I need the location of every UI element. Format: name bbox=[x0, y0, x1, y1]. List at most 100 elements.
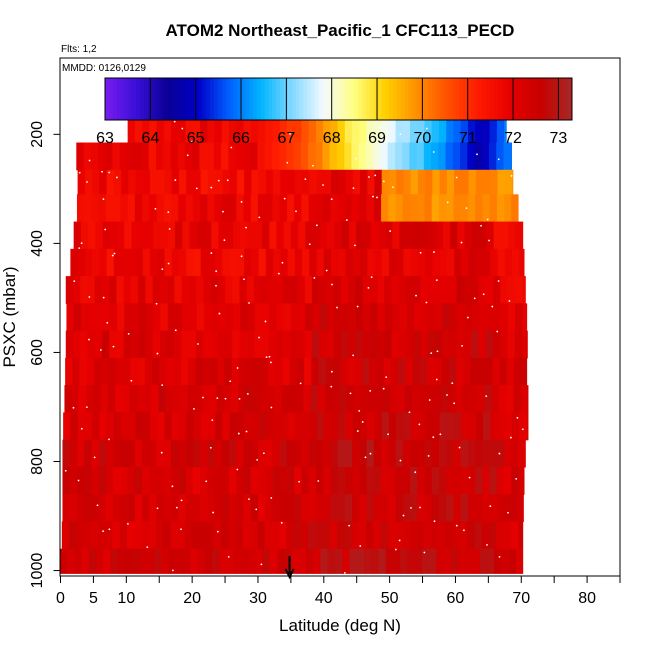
heatmap-cell bbox=[514, 330, 523, 359]
heatmap-cell bbox=[434, 357, 443, 386]
heatmap-cell bbox=[467, 142, 476, 171]
heatmap-cell bbox=[470, 357, 479, 386]
heatmap-cell bbox=[323, 412, 332, 441]
heatmap-cell bbox=[449, 330, 458, 359]
heatmap-cell bbox=[257, 466, 266, 495]
heatmap-cell bbox=[294, 439, 303, 468]
heatmap-cell bbox=[316, 169, 325, 195]
heatmap-cell bbox=[460, 521, 468, 550]
heatmap-cell bbox=[117, 221, 125, 250]
colorbar-frame bbox=[104, 77, 573, 121]
heatmap-cell bbox=[106, 412, 115, 441]
heatmap-cell bbox=[348, 221, 357, 250]
heatmap-cell bbox=[489, 115, 498, 144]
heatmap-cell bbox=[200, 169, 209, 195]
data-point bbox=[322, 184, 324, 186]
heatmap-cell bbox=[421, 303, 430, 332]
colorbar-segment bbox=[400, 78, 406, 120]
heatmap-cell bbox=[424, 115, 433, 144]
heatmap-cell bbox=[511, 439, 520, 468]
heatmap-cell bbox=[273, 248, 281, 277]
heatmap-cell bbox=[342, 548, 351, 574]
colorbar-segment bbox=[322, 78, 328, 120]
heatmap-cell bbox=[62, 466, 71, 495]
heatmap-cell bbox=[294, 115, 303, 144]
heatmap-cell bbox=[361, 385, 370, 414]
colorbar-segment bbox=[560, 78, 565, 120]
heatmap-cell bbox=[304, 357, 312, 386]
heatmap-cell bbox=[102, 221, 111, 250]
colorbar-segment bbox=[350, 78, 355, 120]
heatmap-cell bbox=[490, 248, 499, 277]
heatmap-cell bbox=[286, 439, 295, 468]
heatmap-cell bbox=[135, 169, 144, 195]
heatmap-cell bbox=[251, 169, 260, 195]
data-point bbox=[304, 178, 307, 181]
heatmap-cell bbox=[293, 521, 302, 550]
data-point bbox=[167, 211, 170, 214]
heatmap-cell bbox=[194, 385, 203, 414]
heatmap-cell bbox=[84, 412, 93, 441]
heatmap-cell bbox=[63, 412, 71, 441]
heatmap-cell bbox=[156, 194, 165, 223]
heatmap-cell bbox=[290, 303, 299, 332]
data-point bbox=[382, 387, 385, 390]
heatmap-cell bbox=[286, 142, 295, 171]
heatmap-cell bbox=[153, 303, 162, 332]
heatmap-cell bbox=[265, 248, 274, 277]
heatmap-cell bbox=[148, 521, 157, 550]
heatmap-cell bbox=[175, 548, 184, 574]
heatmap-cell bbox=[327, 221, 335, 250]
heatmap-cell bbox=[149, 439, 158, 468]
heatmap-cell bbox=[352, 412, 361, 441]
heatmap-cell bbox=[431, 466, 440, 495]
data-point bbox=[255, 508, 258, 511]
data-point bbox=[172, 569, 174, 572]
colorbar-tick-label: 65 bbox=[187, 130, 205, 147]
heatmap-cell bbox=[365, 521, 374, 550]
heatmap-cell bbox=[323, 494, 331, 523]
heatmap-cell bbox=[492, 330, 501, 359]
heatmap-cell bbox=[192, 142, 200, 171]
heatmap-cell bbox=[475, 439, 484, 468]
heatmap-cell bbox=[214, 115, 223, 144]
heatmap-cell bbox=[489, 142, 497, 171]
data-point bbox=[436, 350, 439, 353]
data-point bbox=[446, 394, 448, 396]
heatmap-cell bbox=[171, 494, 179, 523]
heatmap-cell bbox=[121, 169, 129, 195]
heatmap-cell bbox=[512, 169, 514, 195]
heatmap-cell bbox=[334, 548, 343, 574]
heatmap-cell bbox=[171, 194, 179, 223]
data-point bbox=[398, 539, 401, 542]
data-point bbox=[88, 338, 90, 341]
colorbar-segment bbox=[206, 78, 211, 120]
heatmap-cell bbox=[289, 357, 298, 386]
heatmap-cell bbox=[508, 303, 516, 332]
heatmap-cell bbox=[448, 357, 457, 386]
heatmap-cell bbox=[134, 466, 143, 495]
colorbar-segment bbox=[447, 78, 452, 120]
heatmap-cell bbox=[138, 303, 147, 332]
heatmap-cell bbox=[69, 466, 78, 495]
heatmap-cell bbox=[388, 115, 397, 144]
heatmap-cell bbox=[279, 194, 288, 223]
heatmap-cell bbox=[184, 142, 193, 171]
heatmap-cell bbox=[417, 439, 426, 468]
heatmap-cell bbox=[340, 357, 349, 386]
heatmap-cell bbox=[182, 548, 191, 574]
heatmap-cell bbox=[319, 276, 328, 304]
heatmap-cell bbox=[348, 330, 356, 359]
colorbar-segment bbox=[451, 78, 456, 120]
heatmap-cell bbox=[500, 330, 509, 359]
heatmap-cell bbox=[419, 385, 428, 414]
heatmap-cell bbox=[377, 221, 386, 250]
heatmap-cell bbox=[274, 385, 283, 414]
heatmap-cell bbox=[102, 303, 111, 332]
heatmap-cell bbox=[300, 521, 309, 550]
heatmap-cell bbox=[310, 385, 319, 414]
heatmap-cell bbox=[482, 194, 491, 223]
heatmap-cell bbox=[229, 412, 238, 441]
data-point bbox=[268, 355, 271, 358]
